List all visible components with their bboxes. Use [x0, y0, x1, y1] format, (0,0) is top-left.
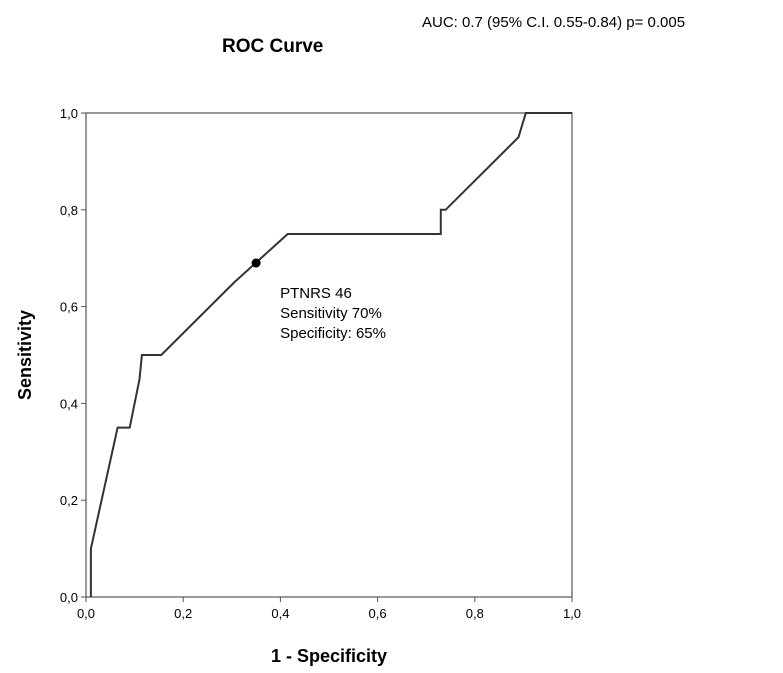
x-tick-label: 1,0	[563, 606, 581, 621]
y-tick-label: 1,0	[60, 106, 78, 121]
y-tick-label: 0,6	[60, 300, 78, 315]
annotation-line: Specificity: 65%	[280, 325, 386, 342]
plot-frame	[85, 112, 573, 598]
y-axis-label: Sensitivity	[15, 310, 35, 400]
y-tick-label: 0,2	[60, 493, 78, 508]
cutoff-annotation: PTNRS 46 Sensitivity 70% Specificity: 65%	[280, 285, 386, 342]
x-tick-label: 0,8	[466, 606, 484, 621]
y-axis: 0,0 0,2 0,4 0,6 0,8 1,0	[60, 106, 86, 605]
auc-statistics: AUC: 0.7 (95% C.I. 0.55-0.84) p= 0.005	[422, 14, 686, 31]
x-axis-label: 1 - Specificity	[271, 646, 387, 666]
x-axis: 0,0 0,2 0,4 0,6 0,8 1,0	[77, 597, 581, 621]
annotation-line: PTNRS 46	[280, 285, 352, 302]
x-tick-label: 0,6	[369, 606, 387, 621]
roc-curve-line	[89, 112, 572, 597]
y-tick-label: 0,4	[60, 396, 78, 411]
x-tick-label: 0,4	[271, 606, 289, 621]
annotation-line: Sensitivity 70%	[280, 305, 382, 322]
x-tick-label: 0,0	[77, 606, 95, 621]
y-tick-label: 0,8	[60, 203, 78, 218]
cutoff-point-marker	[251, 258, 261, 268]
y-tick-label: 0,0	[60, 590, 78, 605]
x-tick-label: 0,2	[174, 606, 192, 621]
chart-title: ROC Curve	[222, 36, 324, 57]
